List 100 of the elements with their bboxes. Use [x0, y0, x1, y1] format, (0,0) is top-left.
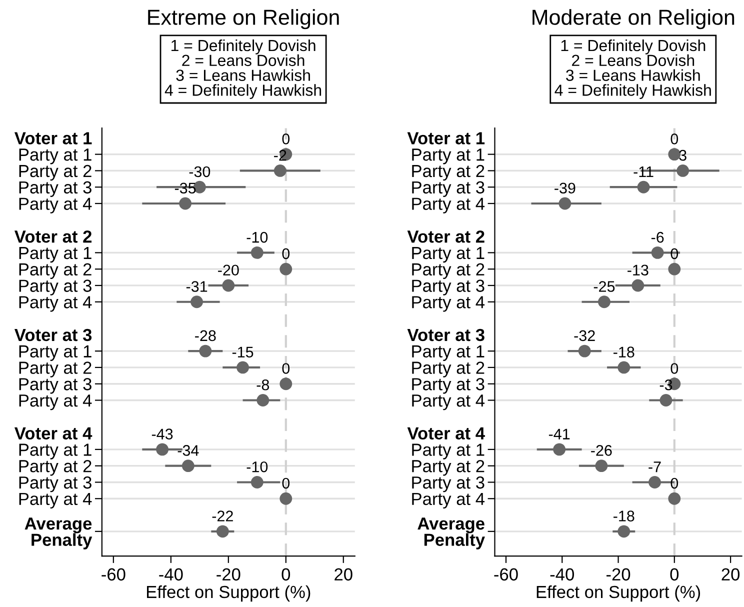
point: [280, 262, 292, 276]
y-tick-label: Party at 4: [412, 492, 485, 509]
point: [199, 344, 212, 358]
point: [256, 394, 270, 406]
text: 4 = Definitely Hawkish: [164, 84, 322, 100]
x-tick-label: -20: [216, 568, 240, 581]
point: [598, 296, 610, 308]
data-label: 0: [282, 134, 290, 144]
y-tick-label: Party at 1: [412, 345, 484, 361]
data-label: -39: [554, 182, 576, 194]
y-tick-label: Party at 1: [412, 148, 484, 164]
text: 3 = Leans Hawkish: [176, 69, 310, 81]
y-tick-label: Party at 2: [19, 164, 92, 181]
x-tick-label: 20: [334, 568, 352, 581]
y-tick-label: Party at 4: [412, 394, 485, 410]
data-label: -8: [256, 379, 270, 390]
y-tick-label: Party at 3: [412, 181, 484, 197]
data-label: -34: [178, 445, 199, 456]
x-axis-title: Effect on Support (%): [536, 585, 700, 602]
point: [618, 361, 630, 374]
y-tick-label: Party at 2: [412, 263, 484, 279]
point: [280, 378, 292, 390]
data-label: 0: [670, 134, 678, 144]
x-tick-label: -40: [550, 568, 574, 581]
point: [553, 443, 566, 456]
y-tick-label: Party at 3: [412, 280, 484, 296]
y-tick-label: Voter at 4: [407, 427, 485, 440]
data-label: -18: [614, 510, 634, 522]
point: [216, 525, 229, 538]
point: [236, 361, 249, 374]
data-label: -31: [186, 281, 208, 292]
y-tick-label: Party at 3: [19, 280, 92, 296]
y-tick-label: Party at 2: [19, 460, 92, 476]
data-label: -28: [195, 330, 216, 342]
point: [648, 476, 661, 488]
y-tick-label: Party at 3: [19, 378, 92, 394]
point: [632, 279, 644, 292]
y-tick-label: Party at 4: [19, 198, 92, 214]
x-tick-label: -60: [102, 568, 126, 581]
y-tick-label: Party at 1: [19, 345, 92, 361]
y-tick-label: Party at 4: [412, 198, 485, 214]
y-tick-label: Party at 2: [412, 164, 484, 181]
point: [280, 492, 292, 505]
y-tick-label: Party at 1: [412, 247, 484, 263]
chart-title: Moderate on Religion: [532, 9, 734, 30]
data-label: -25: [594, 281, 615, 292]
y-tick-label: Voter at 2: [14, 230, 92, 243]
data-label: -32: [574, 330, 595, 342]
data-label: -22: [212, 510, 233, 522]
point: [651, 246, 664, 259]
point: [250, 476, 264, 488]
point: [637, 180, 650, 194]
text: 4 = Definitely Hawkish: [554, 84, 711, 100]
data-label: -2: [274, 150, 286, 161]
y-tick-label: Voter at 1: [407, 132, 485, 144]
data-label: -10: [246, 461, 268, 472]
y-tick-label: Voter at 2: [407, 230, 484, 243]
y-tick-label: Voter at 3: [14, 328, 92, 342]
point: [660, 394, 672, 406]
point: [595, 460, 608, 472]
data-label: -41: [548, 428, 570, 440]
y-tick-label: Party at 3: [412, 476, 484, 492]
y-tick-label: Party at 1: [19, 247, 92, 263]
point: [156, 443, 169, 456]
data-label: 0: [670, 363, 678, 374]
point: [222, 279, 235, 292]
x-axis-title: Effect on Support (%): [147, 585, 310, 602]
y-tick-label: Party at 4: [412, 296, 485, 312]
x-tick-label: -60: [494, 568, 518, 581]
data-label: -10: [246, 232, 268, 243]
x-tick-label: 0: [670, 568, 679, 581]
y-tick-label: Party at 3: [412, 378, 484, 394]
y-tick-label: Party at 4: [19, 296, 92, 312]
data-label: -13: [628, 264, 648, 276]
point: [182, 460, 194, 472]
y-tick-label: Average Penalty: [24, 518, 92, 550]
y-tick-label: Voter at 3: [407, 328, 484, 342]
x-tick-label: 0: [282, 568, 290, 581]
y-tick-label: Party at 2: [19, 263, 92, 279]
y-tick-label: Party at 1: [412, 444, 484, 460]
point: [676, 164, 690, 177]
point: [618, 525, 630, 538]
data-label: -43: [152, 428, 173, 440]
data-label: -26: [591, 445, 612, 456]
data-label: -30: [189, 166, 210, 178]
y-tick-label: Party at 4: [19, 394, 92, 410]
point: [190, 296, 203, 308]
data-label: -6: [651, 232, 664, 243]
point: [250, 246, 264, 259]
y-tick-label: Party at 2: [19, 362, 92, 378]
data-label: -20: [218, 264, 239, 276]
point: [668, 262, 681, 276]
point: [558, 197, 572, 210]
y-tick-label: Party at 3: [19, 181, 92, 197]
x-tick-label: -20: [606, 568, 630, 581]
y-tick-label: Party at 2: [412, 460, 484, 476]
point: [274, 164, 286, 177]
x-tick-label: -40: [159, 568, 183, 581]
text: 1 = Definitely Dovish: [171, 39, 316, 54]
y-tick-label: Party at 2: [412, 362, 484, 378]
